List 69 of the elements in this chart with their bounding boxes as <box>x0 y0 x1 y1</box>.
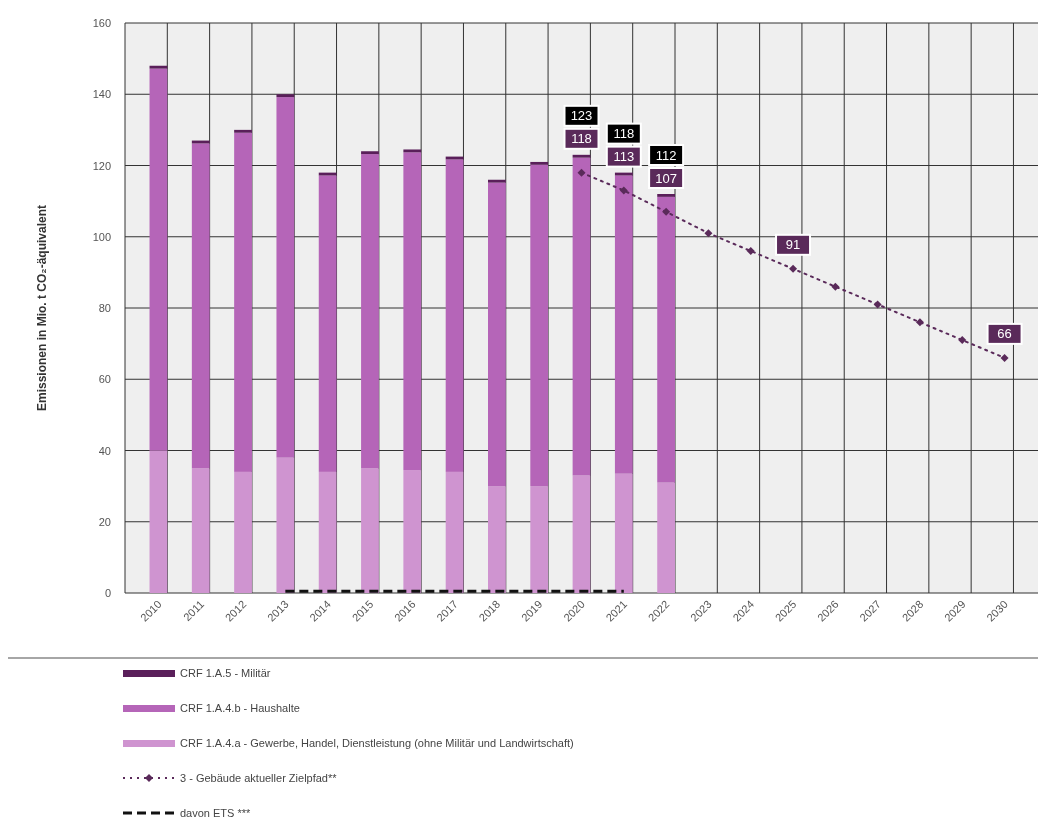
y-tick-label: 0 <box>104 587 111 599</box>
bar <box>572 157 591 476</box>
total-label: 112 <box>655 147 677 163</box>
legend-label: CRF 1.A.5 - Militär <box>180 667 271 679</box>
bar <box>276 457 295 593</box>
data-label: 91 <box>785 237 801 253</box>
point <box>746 247 755 255</box>
y-tick-label: 120 <box>92 159 111 172</box>
bar <box>361 151 379 155</box>
point <box>577 168 586 177</box>
y-tick-label: 80 <box>98 302 111 314</box>
bar <box>445 471 464 593</box>
y-tick-label: 20 <box>98 515 111 528</box>
bar <box>361 468 379 593</box>
legend-label: davon ETS *** <box>180 807 252 819</box>
bar <box>657 194 675 197</box>
bar <box>614 175 633 474</box>
bar <box>530 161 549 165</box>
point <box>873 300 882 309</box>
bar <box>191 468 210 593</box>
bar <box>149 65 168 69</box>
data-label: 66 <box>997 326 1012 342</box>
bar <box>488 182 506 487</box>
bar <box>234 129 252 133</box>
bar <box>572 475 591 593</box>
point <box>1000 353 1009 362</box>
bar <box>403 149 422 153</box>
bar <box>318 175 337 472</box>
point <box>958 336 967 345</box>
bar <box>657 196 675 483</box>
bar <box>488 179 506 183</box>
y-tick-label: 160 <box>92 17 111 29</box>
point <box>915 318 924 327</box>
bar <box>361 154 379 469</box>
bar <box>276 97 295 458</box>
total-label: 118 <box>613 126 635 142</box>
bar <box>403 152 422 471</box>
y-tick-label: 60 <box>98 373 111 386</box>
bar <box>276 94 295 98</box>
bar <box>530 164 549 487</box>
legend-label: CRF 1.A.4.a - Gewerbe, Handel, Dienstleistung (ohne Militär und Landwirtschaft) <box>180 737 574 749</box>
data-label: 107 <box>655 170 677 186</box>
point <box>831 282 840 291</box>
y-axis-title: Emissionen in Mio. t CO₂-äquivalent <box>35 204 49 412</box>
y-tick-label: 40 <box>98 444 111 457</box>
data-label: 113 <box>613 149 635 165</box>
point <box>789 264 798 273</box>
legend-label: CRF 1.A.4.b - Haushalte <box>180 702 300 714</box>
bar <box>403 470 422 593</box>
total-label: 123 <box>570 108 593 124</box>
point <box>704 229 713 238</box>
bar <box>614 473 633 593</box>
bar <box>572 154 591 158</box>
bar <box>318 471 337 593</box>
bar <box>488 486 506 593</box>
bar <box>149 450 168 593</box>
legend-label: 3 - Gebäude aktueller Zielpfad** <box>180 772 338 784</box>
data-label: 118 <box>571 131 592 147</box>
bar <box>191 143 210 469</box>
bar <box>234 471 252 593</box>
point <box>619 186 628 195</box>
y-tick-label: 100 <box>92 230 111 243</box>
bar <box>530 486 549 593</box>
point <box>662 207 671 216</box>
bar <box>445 159 464 472</box>
bar <box>234 132 252 472</box>
bar <box>149 68 168 451</box>
bar <box>657 482 675 593</box>
y-tick-label: 140 <box>92 88 111 101</box>
